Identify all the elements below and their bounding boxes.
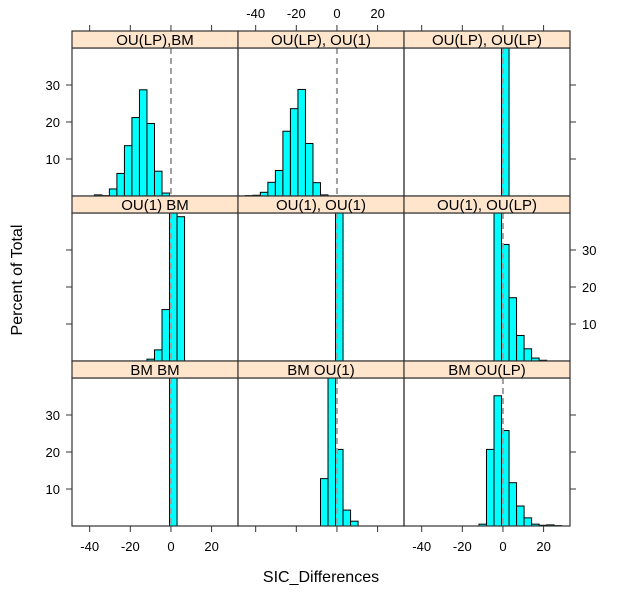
strip-label: OU(LP), OU(LP) [432, 32, 542, 49]
histogram-bar [493, 213, 503, 361]
panel: OU(LP),BM [71, 30, 239, 197]
histogram-bar [131, 117, 140, 196]
histogram-bar [350, 520, 359, 526]
x-tick-label: 20 [536, 539, 550, 554]
histogram-bar [319, 478, 329, 526]
bars [169, 378, 178, 526]
histogram-bar [327, 378, 337, 526]
strip-label: BM BM [130, 362, 179, 379]
histogram-bar [516, 334, 525, 361]
x-tick-label: 0 [333, 6, 340, 21]
panel: BM OU(LP) [403, 360, 571, 527]
histogram-bar [138, 89, 148, 196]
panel: OU(1), OU(1) [237, 195, 405, 362]
y-tick-label: 10 [46, 152, 60, 167]
x-tick-label: 0 [499, 539, 506, 554]
bars [244, 88, 329, 196]
x-tick-label: -20 [287, 6, 306, 21]
histogram-bar [516, 505, 525, 526]
strip-label: OU(LP), OU(1) [271, 32, 371, 49]
bars [146, 213, 186, 361]
panel-border [71, 212, 239, 362]
panel-border [237, 47, 405, 197]
histogram-bar [274, 169, 284, 196]
panel-border [71, 377, 239, 527]
histogram-bar [312, 182, 321, 196]
histogram-bar [169, 378, 178, 526]
x-axis-title: SIC_Differences [263, 569, 379, 586]
panel-border [403, 47, 571, 197]
panel: OU(1), OU(LP) [403, 195, 571, 362]
histogram-bar [153, 170, 163, 196]
bars [501, 48, 510, 196]
histogram-bar [161, 309, 171, 361]
histogram-bar [523, 348, 533, 361]
histogram-bar [501, 430, 510, 526]
bars [93, 89, 171, 196]
histogram-bar [508, 297, 518, 361]
bars [335, 213, 344, 361]
strip-label: OU(1), OU(1) [276, 197, 366, 214]
bars [319, 378, 359, 526]
y-tick-label: 10 [582, 317, 596, 332]
histogram-bar [335, 448, 344, 526]
histogram-bar [289, 108, 299, 196]
histogram-bar [153, 349, 163, 361]
panels: OU(LP),BM OU(LP), OU(1) OU(LP), OU(LP) OU(1… [71, 30, 571, 527]
histogram-bar [146, 122, 155, 196]
y-tick-label: 20 [582, 280, 596, 295]
histogram-bar [523, 517, 533, 526]
x-tick-label: 20 [204, 539, 218, 554]
histogram-bar [282, 130, 291, 196]
histogram-bar [493, 395, 503, 526]
x-tick-label: 0 [167, 539, 174, 554]
y-tick-label: 30 [582, 243, 596, 258]
x-tick-label: -40 [412, 539, 431, 554]
histogram-bar [342, 509, 352, 526]
strip-label: OU(LP),BM [116, 32, 194, 49]
histogram-bar [116, 172, 125, 196]
x-tick-label: -40 [80, 539, 99, 554]
histogram-bar [531, 357, 540, 361]
histogram-bar [176, 216, 186, 361]
x-tick-label: -20 [453, 539, 472, 554]
strip-label: BM OU(1) [287, 362, 355, 379]
panel: BM OU(1) [237, 360, 405, 527]
strip-label: OU(1) BM [121, 197, 189, 214]
panel: OU(LP), OU(LP) [403, 30, 571, 197]
panel-border [237, 212, 405, 362]
strip-label: BM OU(LP) [448, 362, 526, 379]
histogram-bar [485, 448, 495, 526]
histogram-bar [501, 48, 510, 196]
y-tick-label: 20 [46, 115, 60, 130]
strip [403, 30, 571, 49]
bars [478, 395, 563, 526]
panel-border [403, 212, 571, 362]
histogram-bar [108, 188, 118, 196]
histogram-bar [304, 142, 314, 196]
strip [403, 360, 571, 379]
x-tick-label: -40 [246, 6, 265, 21]
y-tick-label: 10 [46, 482, 60, 497]
bars [493, 213, 548, 361]
y-tick-label: 30 [46, 408, 60, 423]
y-tick-label: 30 [46, 78, 60, 93]
histogram-bar [508, 482, 518, 526]
strip [403, 195, 571, 214]
panel: OU(LP), OU(1) [237, 30, 405, 197]
x-tick-label: -20 [121, 539, 140, 554]
histogram-bar [123, 145, 133, 196]
histogram-bar [297, 88, 306, 196]
panel: OU(1) BM [71, 195, 239, 362]
strip-label: OU(1), OU(LP) [437, 197, 537, 214]
x-tick-label: 20 [370, 6, 384, 21]
y-axis-title: Percent of Total [9, 225, 26, 336]
y-tick-label: 20 [46, 445, 60, 460]
histogram-bar [267, 181, 276, 196]
histogram-bar [335, 213, 344, 361]
axes: 10 20 30 -40 -20 0 20 10 20 30 10 20 30 -40 -20 0 20 -40 -… [46, 6, 597, 554]
